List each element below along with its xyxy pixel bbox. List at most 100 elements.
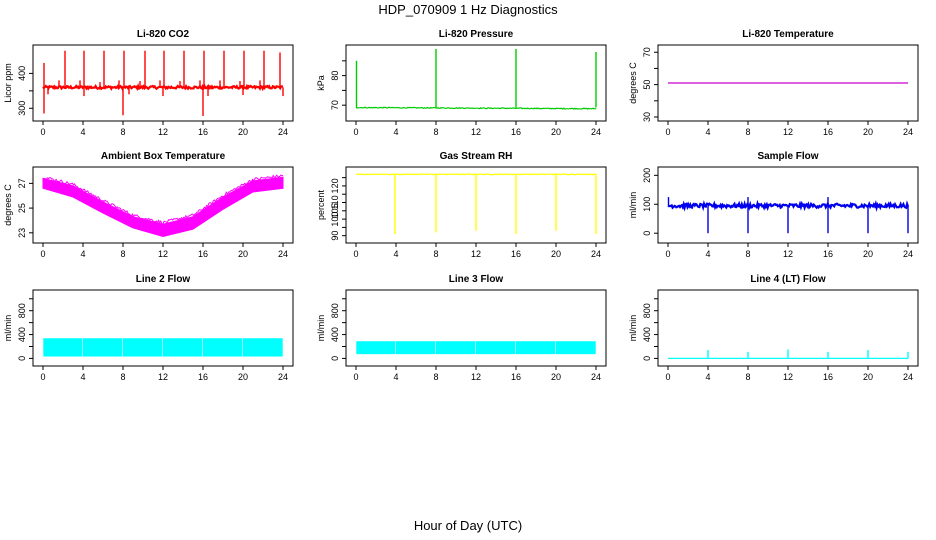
- y-tick-label: 800: [17, 303, 27, 318]
- y-tick-label: 0: [642, 356, 652, 361]
- y-tick-label: 30: [642, 112, 652, 122]
- panel-title: Li-820 CO2: [137, 29, 190, 40]
- series-block: [515, 341, 556, 355]
- x-tick-label: 16: [823, 249, 833, 259]
- x-tick-label: 16: [198, 372, 208, 382]
- series-block: [395, 341, 436, 355]
- x-tick-label: 4: [705, 249, 710, 259]
- y-tick-label: 120: [330, 178, 340, 193]
- y-tick-label: 100: [642, 197, 652, 212]
- x-tick-label: 8: [433, 372, 438, 382]
- x-tick-label: 24: [278, 249, 288, 259]
- y-tick-label: 23: [17, 228, 27, 238]
- x-tick-label: 24: [903, 127, 913, 137]
- series-band: [42, 176, 284, 238]
- x-tick-label: 20: [863, 249, 873, 259]
- y-tick-label: 400: [17, 327, 27, 342]
- series-block: [435, 341, 476, 355]
- y-tick-label: 105: [330, 203, 340, 218]
- x-tick-label: 24: [591, 249, 601, 259]
- series-block: [122, 338, 163, 357]
- x-tick-label: 0: [40, 249, 45, 259]
- series-block: [555, 341, 596, 355]
- x-tick-label: 8: [745, 127, 750, 137]
- x-tick-label: 0: [665, 372, 670, 382]
- y-tick-label: 25: [17, 203, 27, 213]
- x-tick-label: 24: [903, 249, 913, 259]
- panel-title: Li-820 Temperature: [742, 29, 834, 40]
- x-tick-label: 16: [511, 249, 521, 259]
- y-tick-label: 100: [330, 212, 340, 227]
- series-edge: [42, 174, 284, 225]
- x-tick-label: 4: [393, 249, 398, 259]
- x-tick-label: 12: [783, 249, 793, 259]
- x-tick-label: 8: [433, 249, 438, 259]
- y-tick-label: 50: [642, 80, 652, 90]
- x-tick-label: 20: [551, 249, 561, 259]
- x-tick-label: 4: [705, 127, 710, 137]
- x-tick-label: 12: [158, 127, 168, 137]
- x-tick-label: 8: [120, 127, 125, 137]
- panel: Line 4 (LT) Flow ml/min 0 4 8 12 16 20 24 0 400 800: [628, 274, 919, 382]
- y-axis-label: Licor ppm: [3, 63, 13, 103]
- figure-xlabel: Hour of Day (UTC): [413, 518, 523, 533]
- y-tick-label: 110: [330, 195, 340, 209]
- series-block: [43, 338, 83, 357]
- plot-frame: [32, 44, 294, 122]
- plot-frame: [345, 289, 607, 367]
- x-tick-label: 8: [745, 249, 750, 259]
- x-tick-label: 20: [551, 372, 561, 382]
- x-tick-label: 20: [863, 127, 873, 137]
- panel-title: Sample Flow: [757, 151, 818, 162]
- panel-title: Line 2 Flow: [136, 274, 191, 285]
- x-tick-label: 20: [238, 127, 248, 137]
- x-tick-label: 16: [511, 127, 521, 137]
- x-tick-label: 0: [665, 127, 670, 137]
- panel: Li-820 Temperature degrees C 0 4 8 12 16 20 24 30…: [628, 29, 919, 137]
- panel-title: Line 3 Flow: [449, 274, 504, 285]
- x-tick-label: 0: [40, 372, 45, 382]
- series-block: [356, 341, 396, 355]
- panel: Li-820 CO2 Licor ppm 0 4 8 12 16 20 24 300 400: [3, 29, 294, 137]
- panel: Line 2 Flow ml/min 0 4 8 12 16 20 24 0 400 800: [3, 274, 294, 382]
- y-axis-label: ml/min: [3, 315, 13, 342]
- x-tick-label: 20: [238, 249, 248, 259]
- x-tick-label: 8: [745, 372, 750, 382]
- x-tick-label: 4: [393, 127, 398, 137]
- y-tick-label: 800: [330, 303, 340, 318]
- panel: Sample Flow ml/min 0 4 8 12 16 20 24 0 100 200: [628, 151, 919, 259]
- x-tick-label: 12: [471, 249, 481, 259]
- y-axis-label: ml/min: [316, 315, 326, 342]
- x-tick-label: 16: [823, 127, 833, 137]
- y-tick-label: 70: [330, 100, 340, 110]
- x-tick-label: 8: [120, 372, 125, 382]
- x-tick-label: 24: [903, 372, 913, 382]
- y-tick-label: 90: [330, 231, 340, 241]
- x-tick-label: 4: [393, 372, 398, 382]
- x-tick-label: 16: [198, 249, 208, 259]
- series-block: [202, 338, 243, 357]
- x-tick-label: 0: [665, 249, 670, 259]
- panel: Li-820 Pressure kPa 0 4 8 12 16 20 24 70 80: [316, 29, 607, 137]
- y-axis-label: degrees C: [628, 62, 638, 104]
- y-tick-label: 400: [642, 327, 652, 342]
- y-axis-label: kPa: [316, 75, 326, 91]
- x-tick-label: 0: [40, 127, 45, 137]
- x-tick-label: 4: [80, 372, 85, 382]
- y-tick-label: 400: [17, 66, 27, 81]
- series-line: [355, 106, 597, 110]
- plot-frame: [345, 44, 607, 122]
- panel-title: Ambient Box Temperature: [101, 151, 226, 162]
- y-tick-label: 0: [642, 231, 652, 236]
- x-tick-label: 16: [511, 372, 521, 382]
- series-block: [475, 341, 516, 355]
- y-tick-label: 0: [330, 356, 340, 361]
- series-block: [82, 338, 123, 357]
- x-tick-label: 24: [591, 127, 601, 137]
- x-tick-label: 0: [353, 249, 358, 259]
- y-axis-label: percent: [316, 189, 326, 220]
- x-tick-label: 4: [80, 249, 85, 259]
- y-tick-label: 300: [17, 101, 27, 116]
